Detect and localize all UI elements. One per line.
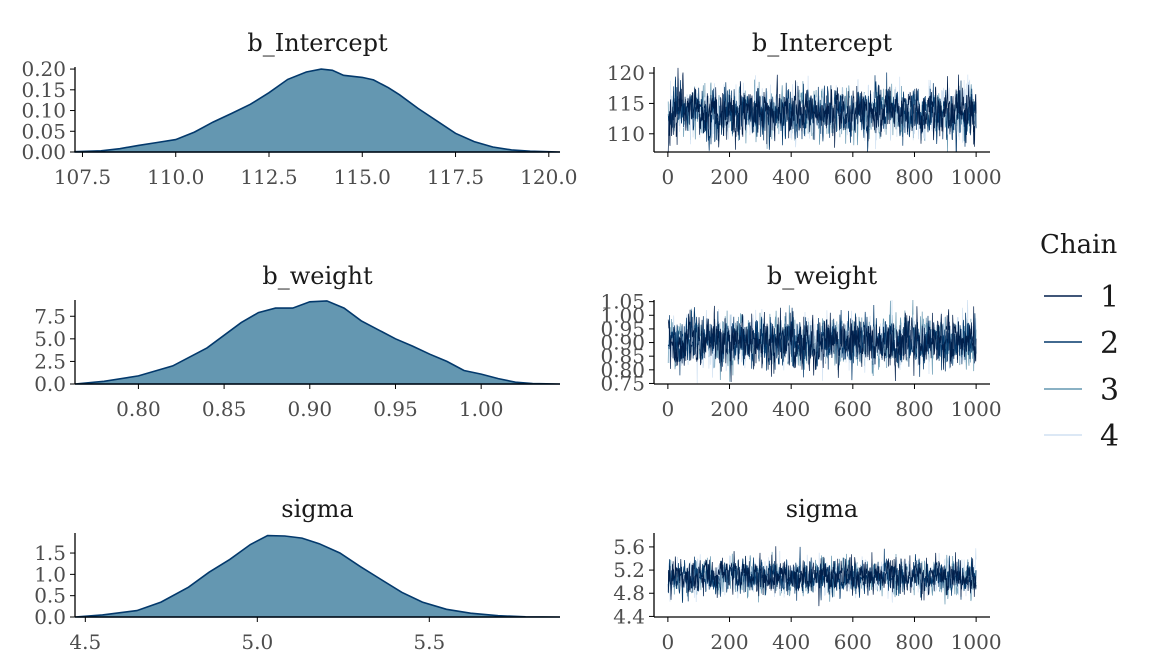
y-tick-label: 4.8 <box>613 581 645 605</box>
y-tick-label: 1.5 <box>34 541 66 565</box>
y-tick-label: 120 <box>607 61 645 85</box>
trace-chain-4 <box>667 74 977 153</box>
x-tick-label: 120.0 <box>520 165 577 189</box>
y-tick-label: 0.95 <box>600 317 645 341</box>
y-tick-label: 0.10 <box>21 99 66 123</box>
x-tick-label: 5.5 <box>413 630 445 654</box>
panels: b_Intercept 107.5 110.0 112.5 115.0 117.5 120.… <box>21 29 1001 654</box>
y-tick-label: 2.5 <box>34 349 66 373</box>
legend-label-3: 3 <box>1100 373 1119 408</box>
x-tick-label: 0 <box>662 630 675 654</box>
legend-title: Chain <box>1040 230 1117 260</box>
y-tick-label: 1.00 <box>600 303 645 327</box>
y-tick-label: 0.0 <box>34 372 66 396</box>
panel-6: sigma 0 200 400 600 800 1000 4.44.85.25.6 <box>613 495 1001 654</box>
y-tick-label: 0.80 <box>600 358 645 382</box>
x-tick-label: 0.80 <box>116 397 161 421</box>
panel-1: b_Intercept 107.5 110.0 112.5 115.0 117.5 120.… <box>21 29 577 189</box>
x-tick-label: 0.95 <box>373 397 418 421</box>
x-tick-label: 400 <box>772 165 810 189</box>
x-tick-label: 400 <box>772 630 810 654</box>
trace-chain-1 <box>667 67 977 153</box>
panel-5: sigma 4.5 5.0 5.5 0.00.51.01.5 <box>34 495 561 654</box>
x-tick-label: 5.0 <box>241 630 273 654</box>
y-tick-label: 1.05 <box>600 290 645 314</box>
trace-chain-1 <box>667 305 977 383</box>
y-tick-label: 0.75 <box>600 371 645 395</box>
x-tick-label: 600 <box>834 165 872 189</box>
x-tick-label: 0 <box>662 397 675 421</box>
y-tick-label: 0.85 <box>600 344 645 368</box>
legend: Chain 1 2 3 4 <box>1040 230 1119 454</box>
trace-chain-2 <box>667 546 977 603</box>
x-tick-label: 107.5 <box>54 165 111 189</box>
x-tick-label: 1.00 <box>459 397 504 421</box>
x-tick-label: 110.0 <box>147 165 204 189</box>
legend-item-2: 2 <box>1044 326 1119 361</box>
legend-item-4: 4 <box>1044 419 1119 454</box>
x-tick-label: 1000 <box>951 397 1002 421</box>
y-tick-label: 5.0 <box>34 327 66 351</box>
panel-2: b_Intercept 0 200 400 600 800 1000 110 115 120 <box>607 29 1002 189</box>
x-tick-label: 115.0 <box>334 165 391 189</box>
x-tick-label: 800 <box>895 165 933 189</box>
y-tick-label: 5.6 <box>613 535 645 559</box>
x-tick-label: 0.85 <box>202 397 247 421</box>
panel-title: b_Intercept <box>752 29 893 57</box>
x-tick-label: 800 <box>895 397 933 421</box>
trace-chain-1 <box>667 546 977 607</box>
y-tick-label: 0.20 <box>21 57 66 81</box>
x-tick-label: 200 <box>710 397 748 421</box>
panel-title: sigma <box>786 495 858 523</box>
x-tick-label: 112.5 <box>240 165 297 189</box>
x-tick-label: 117.5 <box>427 165 484 189</box>
y-tick-label: 0.15 <box>21 78 66 102</box>
x-tick-label: 600 <box>834 630 872 654</box>
density-area <box>74 534 561 618</box>
x-tick-label: 0 <box>662 165 675 189</box>
x-tick-label: 4.5 <box>69 630 101 654</box>
x-tick-label: 0.90 <box>288 397 333 421</box>
y-tick-label: 1.0 <box>34 562 66 586</box>
y-tick-label: 115 <box>607 91 645 115</box>
y-tick-label: 0.0 <box>34 605 66 629</box>
density-area <box>74 68 561 153</box>
y-tick-label: 4.4 <box>613 604 645 628</box>
trace-chain-2 <box>667 304 977 381</box>
y-tick-label: 0.5 <box>34 584 66 608</box>
x-tick-label: 600 <box>834 397 872 421</box>
legend-item-3: 3 <box>1044 373 1119 408</box>
x-tick-label: 1000 <box>951 165 1002 189</box>
y-tick-label: 7.5 <box>34 304 66 328</box>
y-tick-label: 0.05 <box>21 119 66 143</box>
density-area <box>74 300 561 385</box>
y-tick-label: 0.00 <box>21 140 66 164</box>
y-tick-label: 110 <box>607 122 645 146</box>
legend-label-4: 4 <box>1100 419 1119 454</box>
legend-label-2: 2 <box>1100 326 1119 361</box>
legend-item-1: 1 <box>1044 280 1119 315</box>
panel-title: sigma <box>281 495 353 523</box>
panel-title: b_weight <box>262 262 373 290</box>
x-tick-label: 1000 <box>951 630 1002 654</box>
y-tick-label: 5.2 <box>613 558 645 582</box>
y-tick-label: 0.90 <box>600 331 645 355</box>
x-tick-label: 200 <box>710 165 748 189</box>
panel-title: b_weight <box>767 262 878 290</box>
panel-3: b_weight 0.80 0.85 0.90 0.95 1.00 0.02.55.07.5 <box>34 262 561 421</box>
x-tick-label: 200 <box>710 630 748 654</box>
x-tick-label: 400 <box>772 397 810 421</box>
legend-label-1: 1 <box>1100 280 1119 315</box>
panel-title: b_Intercept <box>247 29 388 57</box>
x-tick-label: 800 <box>895 630 933 654</box>
